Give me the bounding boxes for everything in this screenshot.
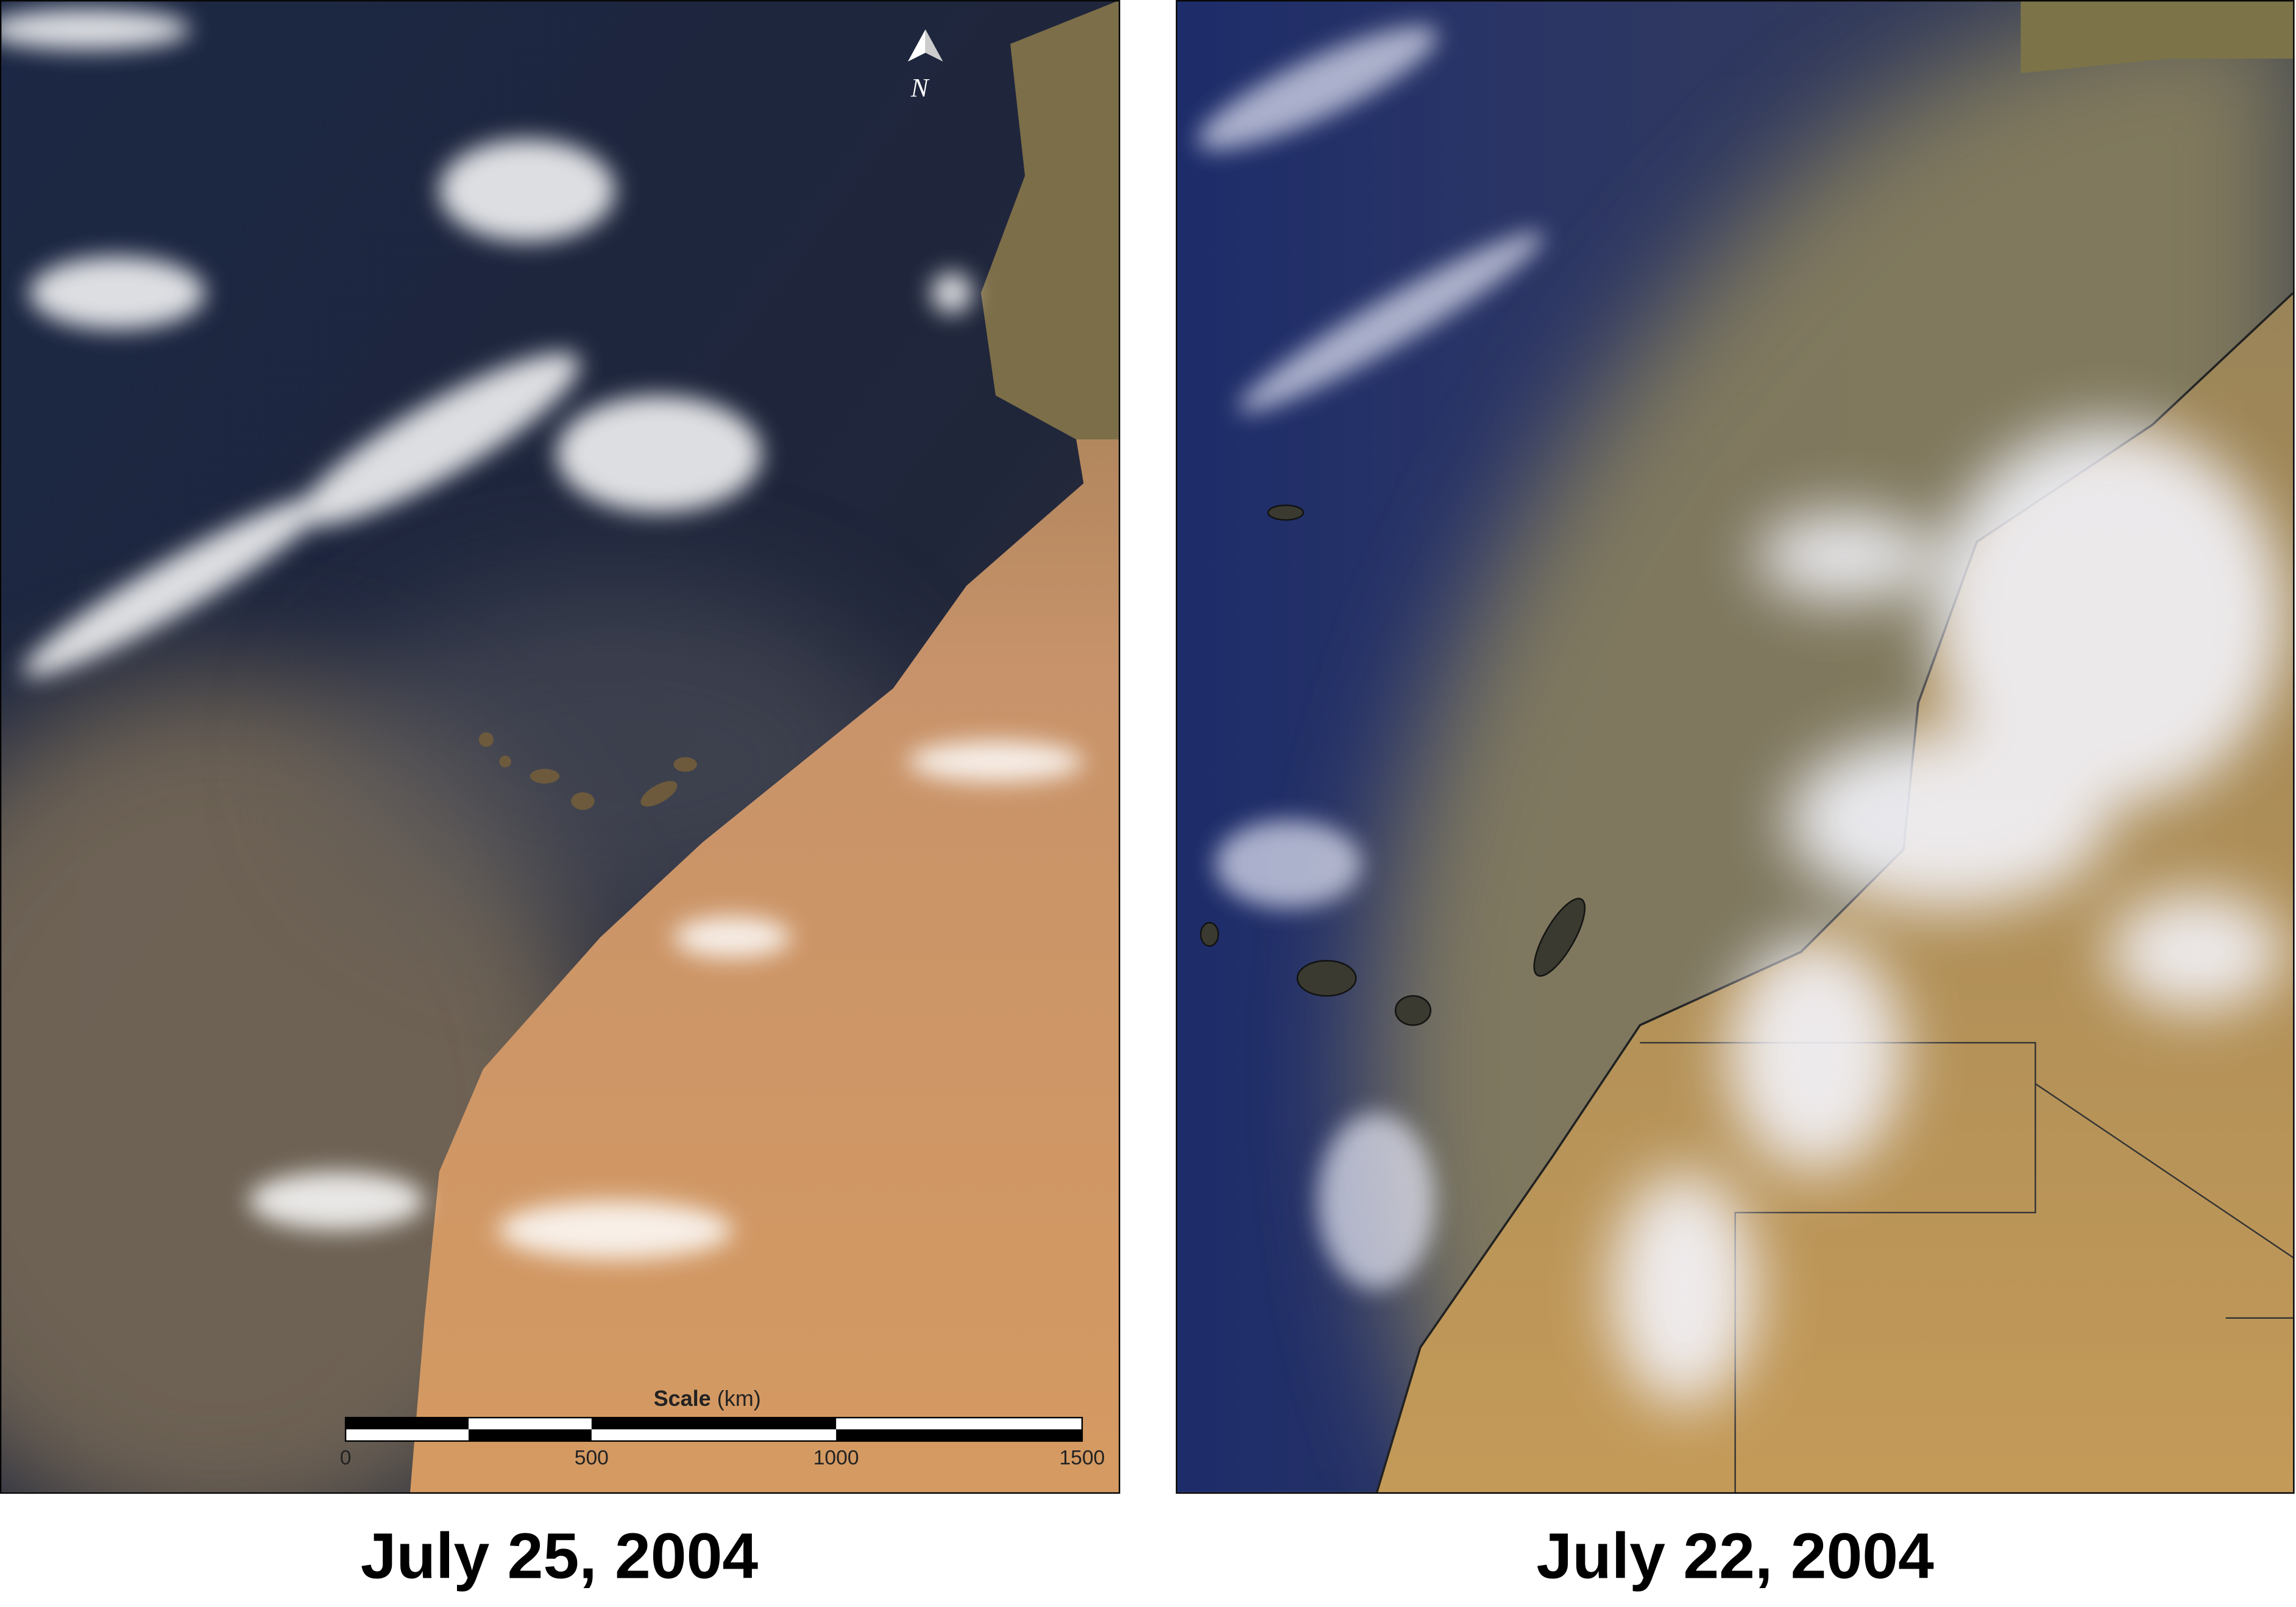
satellite-image-left: N Scale (km) 0 500 1000 1500 (1, 1, 1119, 1492)
scale-label: 1000 (813, 1447, 859, 1469)
scale-label: 500 (575, 1447, 609, 1469)
scale-bar (344, 1417, 1083, 1442)
scale-unit: (km) (717, 1386, 761, 1411)
satellite-image-right (1177, 1, 2294, 1492)
north-arrow (907, 29, 926, 62)
scale-label: 0 (340, 1447, 352, 1469)
scale-label: 1500 (1059, 1447, 1105, 1469)
scale-title-text: Scale (654, 1386, 711, 1411)
scale-title: Scale (km) (654, 1386, 761, 1411)
caption: July 25, 2004 (361, 1520, 759, 1592)
north-label: N (910, 74, 930, 103)
caption: July 22, 2004 (1536, 1520, 1934, 1592)
